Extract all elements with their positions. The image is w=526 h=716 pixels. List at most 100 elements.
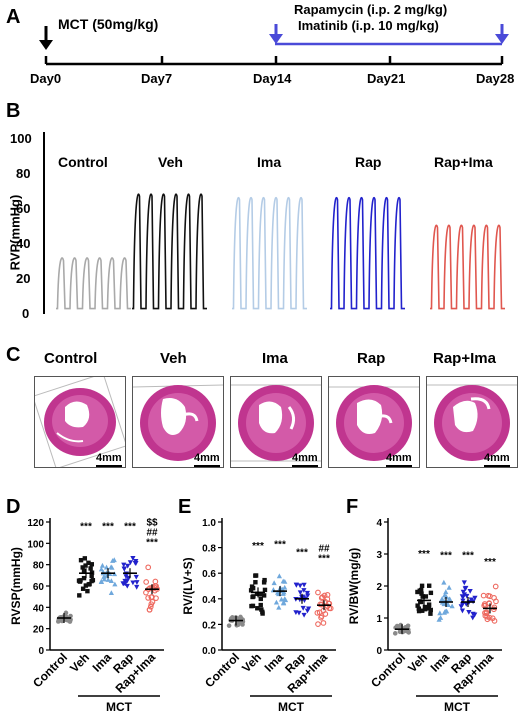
y-axis-title: RV/(LV+S) (181, 557, 195, 614)
y-tick-label: 40 (33, 603, 45, 614)
trace-label-rap-ima: Rap+Ima (434, 154, 493, 170)
data-point (83, 563, 88, 568)
data-point (147, 603, 154, 610)
y-tick-label: 1.0 (202, 518, 216, 529)
data-point (105, 577, 111, 582)
data-point (296, 610, 302, 616)
mct-group-label: MCT (444, 700, 471, 714)
data-point (260, 611, 265, 616)
data-point (301, 582, 307, 588)
histology-label-control: Control (44, 350, 98, 367)
data-point (134, 584, 140, 590)
data-point (459, 608, 466, 614)
data-point (280, 578, 286, 584)
data-point (78, 557, 84, 563)
scale-label-ima: 4mm (292, 452, 318, 464)
data-point (68, 613, 73, 619)
y-tick-label: 0.6 (202, 569, 216, 580)
y-tick-label: 0 (376, 646, 382, 657)
data-point (426, 583, 432, 588)
day-label-28: Day28 (476, 71, 515, 86)
data-point (442, 608, 448, 614)
data-point (111, 557, 117, 563)
y-tick-label: 0.8 (202, 544, 216, 555)
data-point (443, 589, 449, 595)
y-tick-label: 2 (376, 582, 382, 593)
rvp-tick-40: 40 (16, 236, 31, 251)
scale-bar-rap-ima (484, 465, 510, 467)
data-point (130, 580, 136, 586)
data-point (83, 583, 89, 588)
data-point (486, 614, 493, 621)
scale-bar-rap (386, 465, 412, 467)
data-point (87, 581, 92, 587)
data-point (258, 602, 263, 608)
data-point (445, 602, 451, 607)
y-tick-label: 120 (27, 518, 44, 529)
rvp-tick-20: 20 (16, 271, 31, 286)
data-point (301, 588, 307, 593)
significance-label: *** (296, 547, 308, 558)
category-label: Veh (405, 650, 430, 675)
data-point (392, 631, 398, 636)
y-tick-label: 0.2 (202, 620, 216, 631)
y-tick-label: 100 (27, 539, 44, 550)
data-point (426, 602, 432, 607)
scale-label-veh: 4mm (194, 452, 220, 464)
data-point (297, 583, 303, 589)
y-tick-label: 0.4 (202, 595, 216, 606)
data-point (492, 583, 499, 590)
data-point (415, 603, 420, 608)
data-point (121, 581, 127, 587)
pressure-traces (43, 132, 505, 314)
data-point (397, 629, 403, 635)
data-point (98, 566, 105, 572)
data-point (261, 593, 267, 598)
data-point (86, 560, 91, 566)
data-point (439, 596, 445, 602)
significance-label: *** (146, 538, 158, 549)
day-label-0: Day0 (30, 71, 62, 86)
mct-dose-label: MCT (50mg/kg) (58, 16, 159, 32)
category-label: Control (30, 650, 70, 690)
significance-label: *** (274, 540, 286, 551)
significance-label: *** (124, 522, 136, 533)
panel-label-d: D (6, 496, 21, 518)
data-point (317, 601, 324, 608)
y-axis-title: RVSP(mmHg) (9, 547, 23, 625)
data-point (485, 592, 492, 599)
data-point (77, 593, 82, 598)
data-point (127, 560, 133, 566)
data-point (271, 580, 277, 586)
data-point (121, 562, 127, 568)
y-tick-label: 80 (33, 561, 45, 572)
data-point (442, 592, 448, 598)
data-point (101, 574, 107, 579)
histology-image-control (34, 376, 126, 468)
data-point (472, 612, 478, 618)
panel-label-f: F (346, 496, 359, 518)
tick-marks (44, 56, 504, 64)
pressure-trace-veh (132, 193, 207, 310)
data-point (297, 590, 303, 596)
mct-group-label: MCT (278, 700, 305, 714)
histology-image-rap (328, 376, 420, 468)
category-label: Veh (67, 650, 92, 675)
data-point (248, 588, 254, 593)
data-point (89, 573, 94, 579)
data-point (449, 603, 455, 609)
data-point (253, 573, 259, 578)
data-point (466, 609, 472, 615)
data-point (123, 574, 129, 580)
mct-group-label: MCT (106, 700, 133, 714)
data-point (124, 578, 130, 584)
data-point (437, 615, 444, 620)
data-point (89, 562, 95, 567)
treatment-start-arrow-icon (269, 24, 283, 44)
day-label-21: Day21 (367, 71, 406, 86)
significance-label: *** (418, 549, 430, 560)
data-point (461, 580, 467, 586)
data-point (282, 584, 288, 590)
data-point (314, 610, 321, 616)
data-point (81, 575, 87, 581)
